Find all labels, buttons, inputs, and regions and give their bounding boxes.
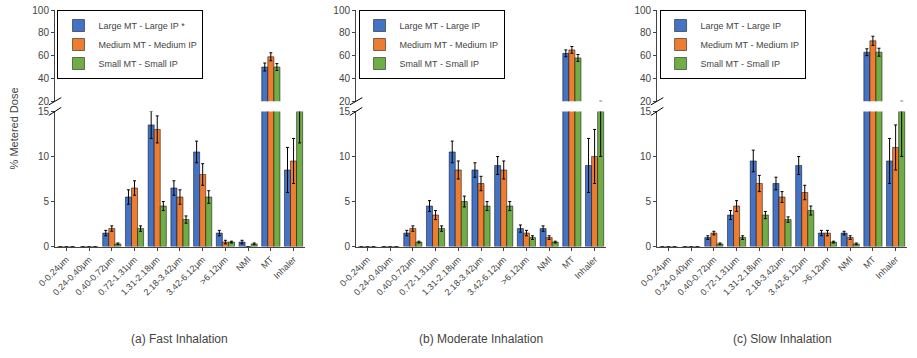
svg-text:0-0.24μm: 0-0.24μm xyxy=(338,254,372,288)
svg-text:0.72-1.31μm: 0.72-1.31μm xyxy=(96,254,139,297)
svg-text:1.31-2.18μm: 1.31-2.18μm xyxy=(119,254,162,297)
svg-text:1.31-2.18μm: 1.31-2.18μm xyxy=(420,254,463,297)
svg-text:0.40-0.72μm: 0.40-0.72μm xyxy=(676,254,719,297)
svg-text:>6.12μm: >6.12μm xyxy=(198,254,230,286)
svg-text:0-0.24μm: 0-0.24μm xyxy=(37,254,71,288)
svg-text:MT: MT xyxy=(259,254,276,271)
svg-text:Large MT - Large IP: Large MT - Large IP xyxy=(701,21,781,31)
svg-text:Medium MT - Medium IP: Medium MT - Medium IP xyxy=(400,40,498,50)
svg-text:0.72-1.31μm: 0.72-1.31μm xyxy=(698,254,741,297)
svg-text:MT: MT xyxy=(861,254,878,271)
svg-text:NMI: NMI xyxy=(836,254,855,273)
svg-text:80: 80 xyxy=(339,27,351,38)
svg-text:100: 100 xyxy=(333,5,350,16)
svg-text:Small MT - Small IP: Small MT - Small IP xyxy=(701,59,780,69)
svg-text:40: 40 xyxy=(339,73,351,84)
svg-text:0.72-1.31μm: 0.72-1.31μm xyxy=(397,254,440,297)
svg-text:NMI: NMI xyxy=(234,254,253,273)
svg-text:60: 60 xyxy=(339,50,351,61)
svg-text:MT: MT xyxy=(560,254,577,271)
svg-text:3.42-6.12μm: 3.42-6.12μm xyxy=(164,254,207,297)
svg-text:80: 80 xyxy=(38,27,50,38)
svg-text:Medium MT - Medium IP: Medium MT - Medium IP xyxy=(701,40,799,50)
svg-text:3.42-6.12μm: 3.42-6.12μm xyxy=(766,254,809,297)
svg-text:10: 10 xyxy=(38,151,50,162)
svg-text:>6.12μm: >6.12μm xyxy=(499,254,531,286)
svg-text:5: 5 xyxy=(344,196,350,207)
svg-text:Inhaler: Inhaler xyxy=(874,254,901,281)
svg-text:0.24-0.40μm: 0.24-0.40μm xyxy=(51,254,94,297)
svg-text:3.42-6.12μm: 3.42-6.12μm xyxy=(465,254,508,297)
svg-text:100: 100 xyxy=(634,5,651,16)
svg-text:% Metered Dose: % Metered Dose xyxy=(8,87,20,169)
svg-text:40: 40 xyxy=(38,73,50,84)
svg-text:2.18-3.42μm: 2.18-3.42μm xyxy=(142,254,185,297)
svg-text:100: 100 xyxy=(32,5,49,16)
svg-text:Large MT - Large IP *: Large MT - Large IP * xyxy=(98,21,185,31)
svg-text:NMI: NMI xyxy=(535,254,554,273)
svg-text:5: 5 xyxy=(43,196,49,207)
svg-text:1.31-2.18μm: 1.31-2.18μm xyxy=(721,254,764,297)
svg-text:0.24-0.40μm: 0.24-0.40μm xyxy=(653,254,696,297)
svg-text:Inhaler: Inhaler xyxy=(573,254,600,281)
svg-text:5: 5 xyxy=(646,196,652,207)
svg-text:20: 20 xyxy=(38,96,50,107)
svg-text:80: 80 xyxy=(640,27,652,38)
svg-text:Small MT - Small IP: Small MT - Small IP xyxy=(98,59,177,69)
svg-text:Small MT - Small IP: Small MT - Small IP xyxy=(400,59,479,69)
svg-text:15: 15 xyxy=(38,106,50,117)
svg-text:(c) Slow Inhalation: (c) Slow Inhalation xyxy=(733,332,832,346)
svg-text:0.40-0.72μm: 0.40-0.72μm xyxy=(375,254,418,297)
svg-text:2.18-3.42μm: 2.18-3.42μm xyxy=(744,254,787,297)
svg-text:10: 10 xyxy=(339,151,351,162)
svg-text:15: 15 xyxy=(339,106,351,117)
svg-text:60: 60 xyxy=(640,50,652,61)
svg-text:Medium MT - Medium IP: Medium MT - Medium IP xyxy=(98,40,196,50)
svg-text:20: 20 xyxy=(640,96,652,107)
svg-text:10: 10 xyxy=(640,151,652,162)
svg-text:40: 40 xyxy=(640,73,652,84)
svg-text:60: 60 xyxy=(38,50,50,61)
svg-text:>6.12μm: >6.12μm xyxy=(800,254,832,286)
svg-text:0-0.24μm: 0-0.24μm xyxy=(639,254,673,288)
svg-text:20: 20 xyxy=(339,96,351,107)
svg-text:0: 0 xyxy=(344,241,350,252)
svg-text:0.24-0.40μm: 0.24-0.40μm xyxy=(352,254,395,297)
svg-text:(a) Fast Inhalation: (a) Fast Inhalation xyxy=(131,332,228,346)
svg-text:Inhaler: Inhaler xyxy=(272,254,299,281)
svg-text:(b) Moderate Inhalation: (b) Moderate Inhalation xyxy=(419,332,543,346)
svg-text:15: 15 xyxy=(640,106,652,117)
svg-text:0.40-0.72μm: 0.40-0.72μm xyxy=(73,254,116,297)
svg-text:2.18-3.42μm: 2.18-3.42μm xyxy=(443,254,486,297)
svg-text:0: 0 xyxy=(43,241,49,252)
svg-text:Large MT - Large IP: Large MT - Large IP xyxy=(400,21,480,31)
svg-text:0: 0 xyxy=(646,241,652,252)
